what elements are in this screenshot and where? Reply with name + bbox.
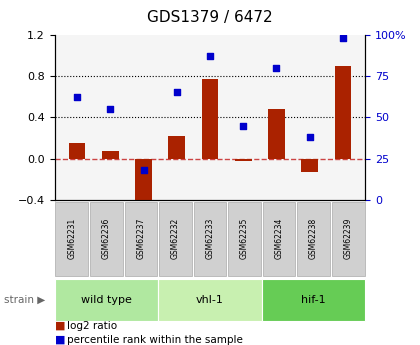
Text: GSM62236: GSM62236 [102, 217, 111, 259]
Text: GSM62238: GSM62238 [309, 217, 318, 259]
Bar [228, 202, 261, 276]
Text: GSM62234: GSM62234 [275, 217, 284, 259]
Point [273, 65, 280, 70]
Bar [102, 151, 118, 159]
Text: GSM62233: GSM62233 [205, 217, 215, 259]
Point [340, 35, 346, 41]
Bar [194, 202, 226, 276]
Text: GSM62232: GSM62232 [171, 217, 180, 259]
Text: GSM62231: GSM62231 [67, 217, 76, 259]
Bar [168, 136, 185, 159]
Text: percentile rank within the sample: percentile rank within the sample [67, 335, 243, 345]
Text: GSM62237: GSM62237 [136, 217, 145, 259]
Bar [159, 202, 192, 276]
Point [207, 53, 213, 59]
Text: GSM62239: GSM62239 [344, 217, 353, 259]
Text: GDS1379 / 6472: GDS1379 / 6472 [147, 10, 273, 25]
Bar [297, 202, 330, 276]
Text: ■: ■ [55, 321, 65, 331]
Bar [90, 202, 123, 276]
Bar [268, 109, 285, 159]
Bar [202, 79, 218, 159]
Text: ■: ■ [55, 335, 65, 345]
Text: GSM62235: GSM62235 [240, 217, 249, 259]
Point [107, 106, 114, 112]
Text: wild type: wild type [81, 295, 132, 305]
Bar [235, 159, 252, 161]
Point [240, 123, 247, 128]
Bar [262, 279, 365, 321]
Point [306, 135, 313, 140]
Bar [135, 159, 152, 208]
Point [140, 168, 147, 173]
Bar [124, 202, 158, 276]
Point [74, 95, 80, 100]
Bar [302, 159, 318, 172]
Bar [332, 202, 365, 276]
Text: vhl-1: vhl-1 [196, 295, 224, 305]
Bar [158, 279, 262, 321]
Text: hif-1: hif-1 [301, 295, 326, 305]
Point [173, 90, 180, 95]
Bar [55, 279, 158, 321]
Bar [55, 202, 88, 276]
Bar [69, 143, 85, 159]
Bar [335, 66, 351, 159]
Bar [262, 202, 296, 276]
Text: strain ▶: strain ▶ [4, 295, 45, 305]
Text: log2 ratio: log2 ratio [67, 321, 117, 331]
